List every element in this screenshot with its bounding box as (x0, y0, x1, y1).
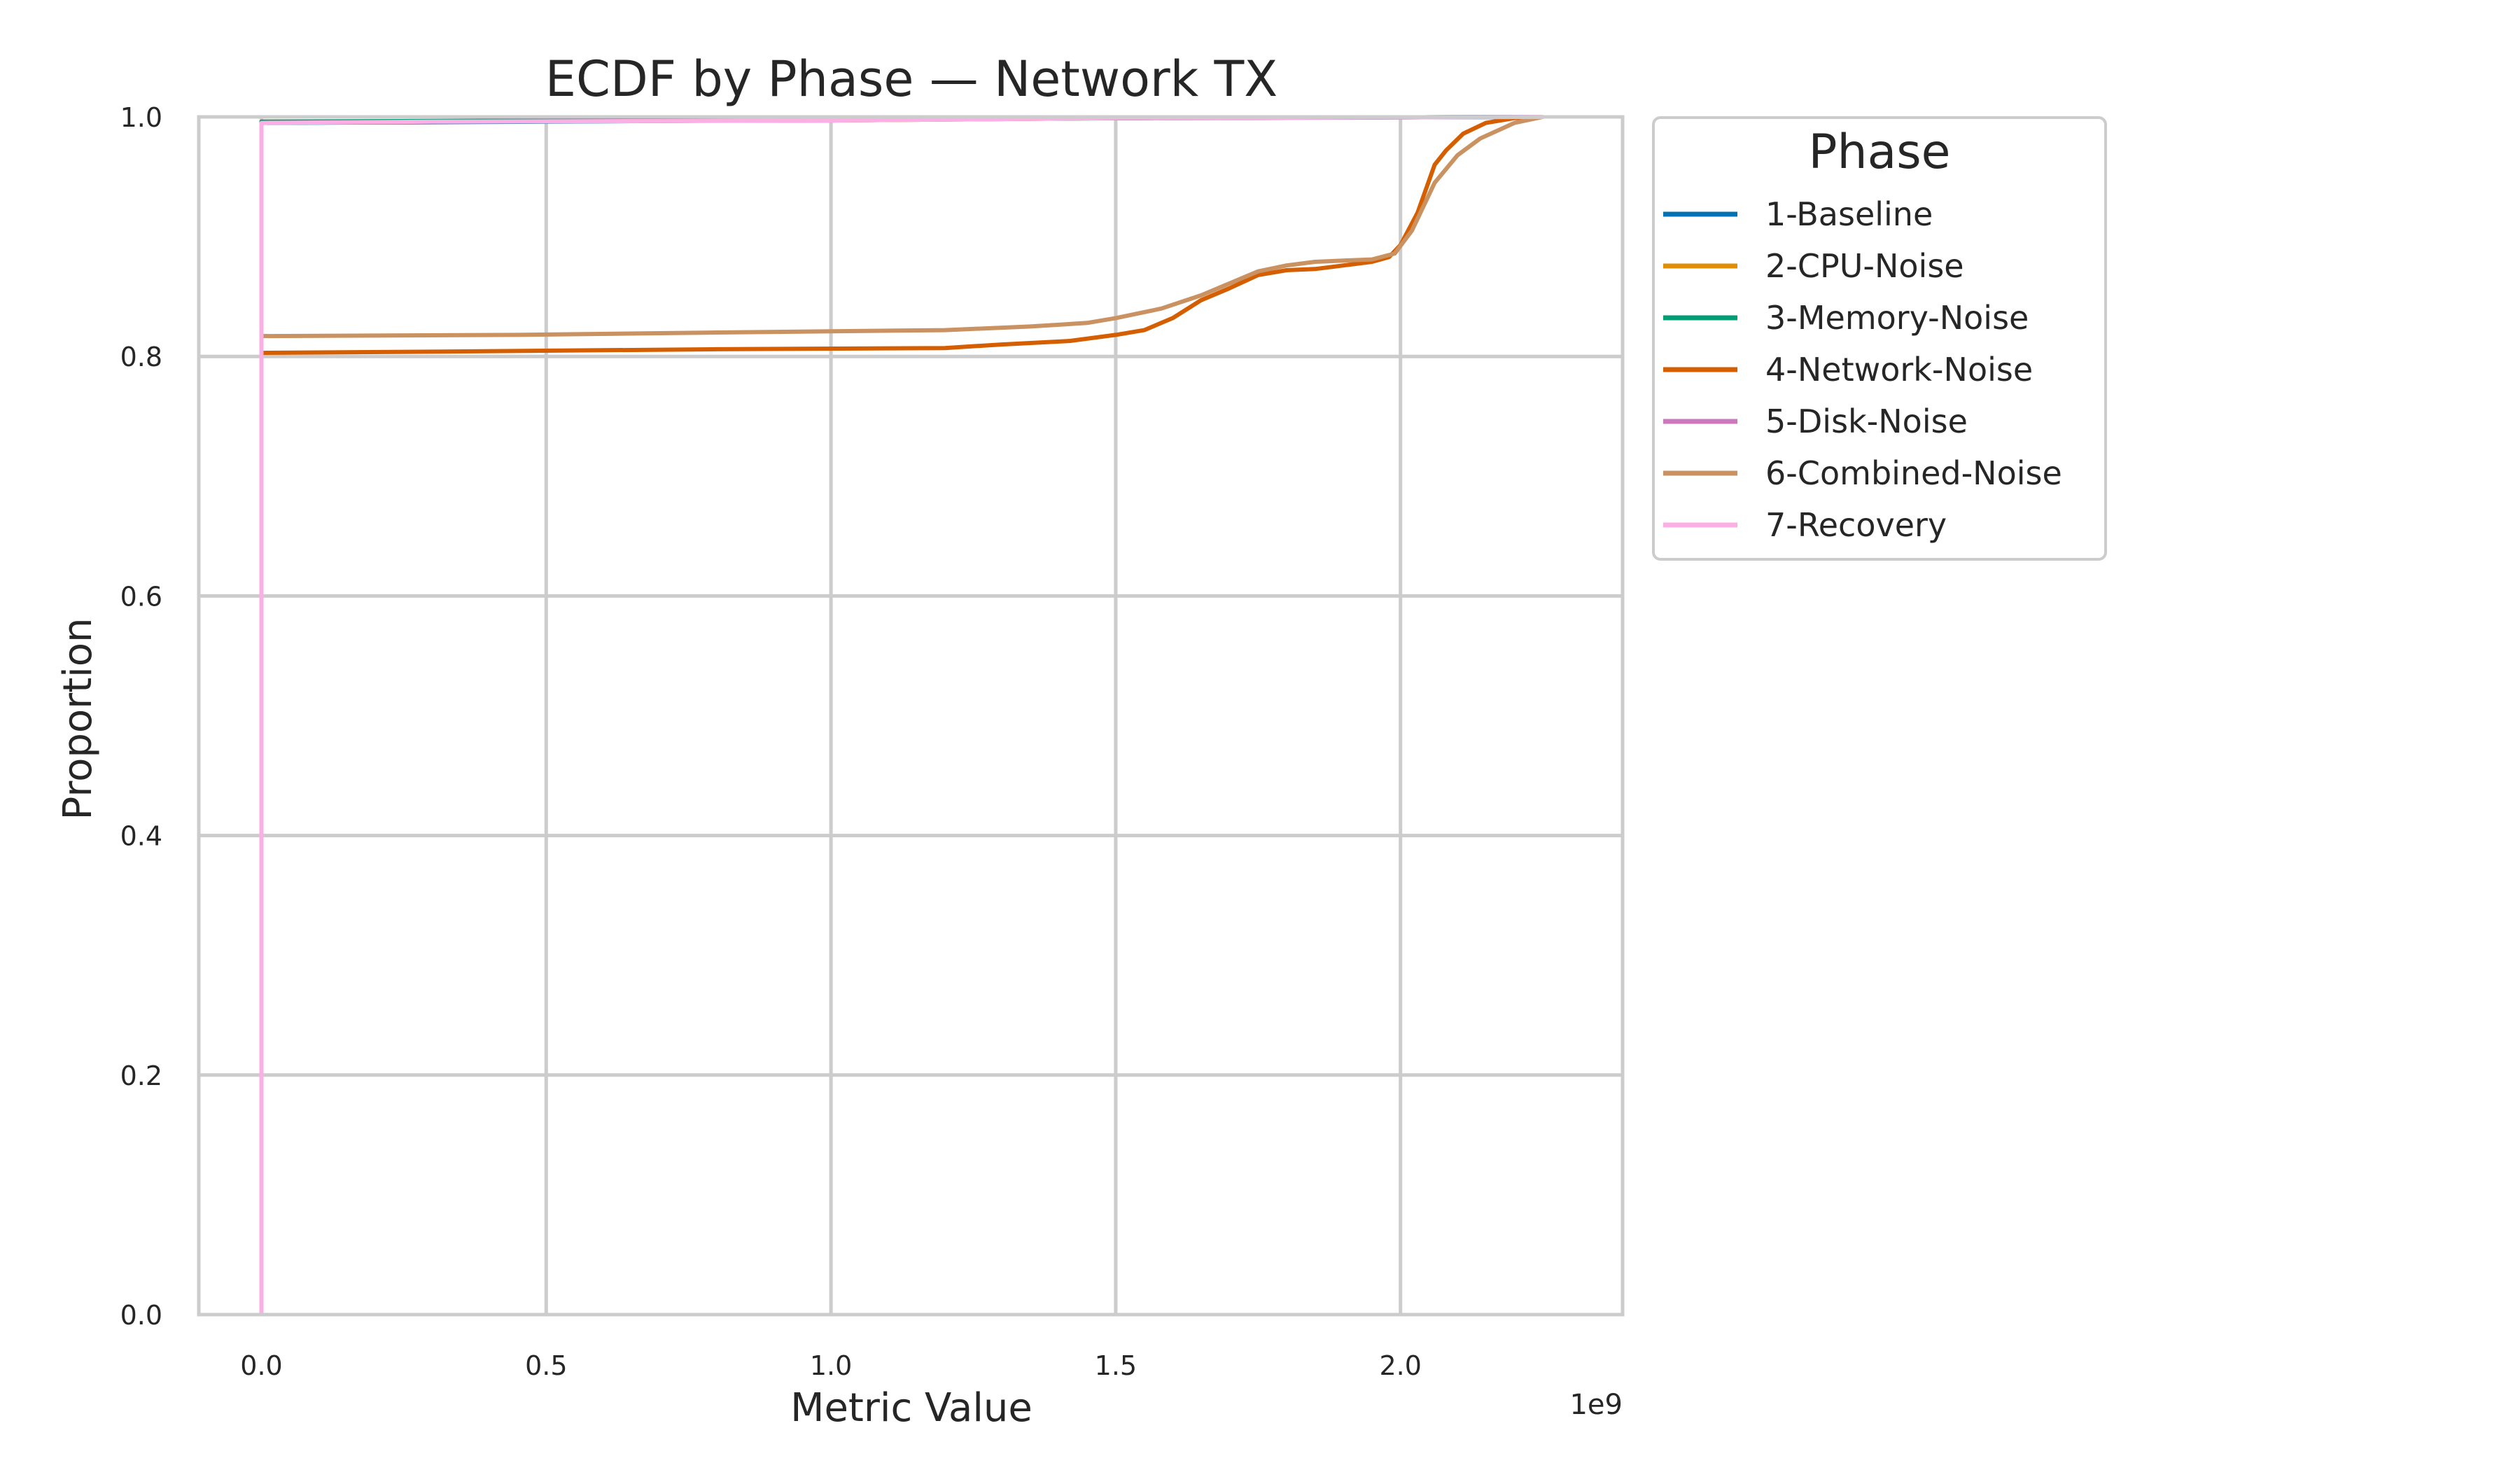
legend-entry: 1-Baseline (1765, 195, 1933, 233)
x-tick-label: 0.5 (525, 1350, 567, 1381)
plot-series (259, 115, 1544, 1315)
x-axis-ticks: 0.0 0.5 1.0 1.5 2.0 (240, 1350, 1422, 1381)
legend-title: Phase (1808, 125, 1950, 180)
grid (199, 115, 1623, 1317)
legend-entry: 2-CPU-Noise (1765, 247, 1964, 285)
y-tick-label: 0.2 (120, 1060, 162, 1091)
legend: Phase 1-Baseline 2-CPU-Noise 3-Memory-Nois… (1652, 116, 2107, 561)
legend-entry: 5-Disk-Noise (1765, 402, 1968, 440)
y-tick-label: 0.6 (120, 581, 162, 612)
x-tick-label: 2.0 (1379, 1350, 1421, 1381)
series-line-6 (261, 115, 1544, 339)
legend-frame (1652, 116, 2107, 561)
y-tick-label: 0.0 (120, 1300, 162, 1331)
y-axis-label: Proportion (55, 618, 101, 820)
chart-title: ECDF by Phase — Network TX (545, 50, 1278, 108)
x-axis-offset-label: 1e9 (1569, 1389, 1623, 1421)
plot-frame (197, 115, 1625, 1317)
x-tick-label: 1.0 (810, 1350, 852, 1381)
x-tick-label: 0.0 (240, 1350, 282, 1381)
series-line-2 (259, 115, 1544, 1315)
y-tick-label: 1.0 (120, 102, 162, 133)
y-tick-label: 0.4 (120, 821, 162, 852)
series-line-1 (259, 115, 1544, 1315)
series-line-4 (261, 115, 1544, 356)
x-tick-label: 1.5 (1095, 1350, 1137, 1381)
legend-entry: 6-Combined-Noise (1765, 454, 2062, 492)
legend-entry: 7-Recovery (1765, 506, 1947, 544)
y-axis-ticks: 0.0 0.2 0.4 0.6 0.8 1.0 (120, 102, 162, 1331)
series-line-3 (259, 115, 1544, 1315)
y-tick-label: 0.8 (120, 342, 162, 372)
series-line-5 (259, 115, 1544, 1315)
series-line-7 (259, 115, 1544, 1315)
legend-entry: 3-Memory-Noise (1765, 299, 2029, 337)
x-axis-label: Metric Value (790, 1385, 1032, 1431)
legend-entry: 4-Network-Noise (1765, 351, 2033, 388)
